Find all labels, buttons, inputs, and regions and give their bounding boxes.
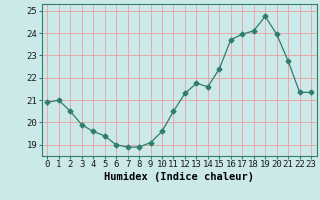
X-axis label: Humidex (Indice chaleur): Humidex (Indice chaleur) <box>104 172 254 182</box>
